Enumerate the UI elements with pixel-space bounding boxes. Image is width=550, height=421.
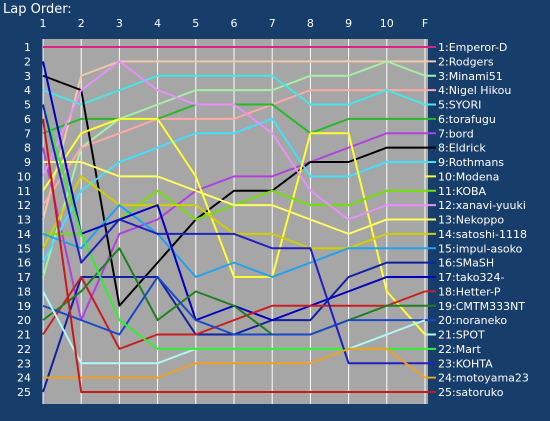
- chart-title: Lap Order:: [3, 2, 72, 17]
- y-tick-labels: 1234567891011121314151617181920212223242…: [17, 41, 31, 399]
- x-tick-label: F: [422, 17, 428, 30]
- x-tick-label: 4: [154, 17, 161, 30]
- series-label: 11:KOBA: [438, 185, 487, 198]
- series-line: [42, 276, 426, 350]
- series-label: 18:Hetter-P: [438, 285, 501, 298]
- series-line: [42, 204, 425, 278]
- x-tick-label: 5: [192, 17, 199, 30]
- y-tick-label: 21: [17, 329, 31, 342]
- y-tick-label: 19: [17, 300, 31, 313]
- series-label: 12:xanavi-yuuki: [438, 199, 526, 212]
- x-tick-label: 1: [40, 17, 47, 30]
- series-label: 14:satoshi-1118: [438, 228, 527, 241]
- series-label: 10:Modena: [438, 170, 499, 183]
- y-tick-label: 13: [17, 214, 31, 227]
- y-tick-label: 1: [24, 41, 31, 54]
- series-line: [42, 60, 425, 221]
- x-tick-labels: 1 2 3 4 5 6 7 8 9 10 F: [40, 17, 429, 30]
- x-tick-label: 7: [269, 17, 276, 30]
- series-line: [43, 161, 425, 235]
- series-line: [42, 60, 426, 278]
- series-label: 8:Eldrick: [438, 142, 486, 155]
- series-label: 22:Mart: [438, 343, 481, 356]
- series-label: 2:Rodgers: [438, 55, 494, 68]
- y-tick-label: 16: [17, 257, 31, 270]
- y-tick-label: 23: [17, 357, 31, 370]
- series-label: 9:Rothmans: [438, 156, 504, 169]
- y-tick-label: 3: [24, 70, 31, 83]
- series-label: 15:impul-asoko: [438, 242, 523, 255]
- y-tick-label: 25: [17, 386, 31, 399]
- x-tick-label: 2: [78, 17, 85, 30]
- y-tick-label: 15: [17, 242, 31, 255]
- series-line: [42, 104, 425, 365]
- grid-lines: [42, 39, 426, 404]
- series-line: [42, 117, 426, 336]
- series-line: [42, 247, 425, 336]
- x-tick-label: 3: [116, 17, 123, 30]
- series-label: 4:Nigel Hikou: [438, 84, 511, 97]
- series-line: [42, 60, 425, 220]
- series-line: [43, 347, 426, 379]
- y-tick-label: 20: [17, 314, 31, 327]
- y-tick-label: 12: [17, 199, 31, 212]
- series-label: 16:SMaSH: [438, 257, 494, 270]
- y-tick-label: 10: [17, 170, 31, 183]
- series-label: 24:motoyama23: [438, 372, 529, 385]
- y-tick-label: 11: [17, 185, 31, 198]
- y-tick-label: 24: [17, 372, 31, 385]
- series-line: [42, 89, 425, 206]
- series-line: [42, 276, 425, 336]
- y-tick-label: 18: [17, 285, 31, 298]
- y-tick-label: 5: [24, 99, 31, 112]
- series-label: 13:Nekoppo: [438, 214, 504, 227]
- series-label: 19:CMTM333NT: [438, 300, 525, 313]
- y-tick-label: 2: [24, 55, 31, 68]
- series-label: 7:bord: [438, 127, 474, 140]
- series-label: 21:SPOT: [438, 329, 485, 342]
- series-line: [42, 118, 425, 393]
- y-tick-label: 22: [17, 343, 31, 356]
- y-tick-label: 6: [24, 113, 31, 126]
- y-tick-label: 14: [17, 228, 31, 241]
- series-lines: [42, 46, 426, 393]
- y-tick-label: 4: [24, 84, 31, 97]
- x-tick-label: 8: [307, 17, 314, 30]
- series-label: 6:torafugu: [438, 113, 496, 126]
- series-label: 17:tako324-: [438, 271, 504, 284]
- series-label: 25:satoruko: [438, 386, 504, 399]
- series-line: [42, 74, 426, 106]
- series-label: 5:SYORI: [438, 99, 481, 112]
- series-label: 23:KOHTA: [438, 357, 493, 370]
- y-tick-label: 17: [17, 271, 31, 284]
- series-label: 20:noraneko: [438, 314, 507, 327]
- x-tick-label: 9: [345, 17, 352, 30]
- x-tick-label: 6: [231, 17, 238, 30]
- series-label: 3:Minami51: [438, 70, 503, 83]
- y-tick-label: 7: [24, 127, 31, 140]
- x-tick-label: 10: [380, 17, 394, 30]
- series-label: 1:Emperor-D: [438, 41, 507, 54]
- y-tick-label: 9: [24, 156, 31, 169]
- y-tick-label: 8: [24, 142, 31, 155]
